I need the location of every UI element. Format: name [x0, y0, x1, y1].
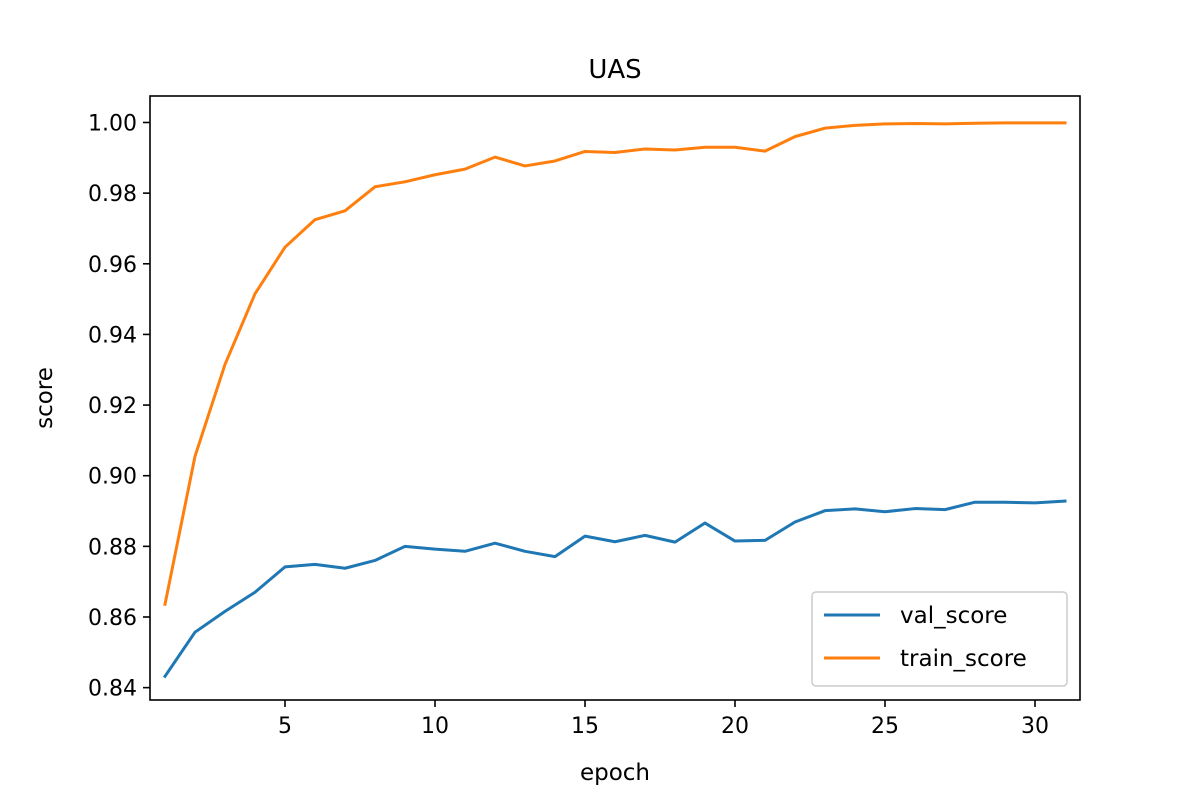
y-axis: 0.84 0.86 0.88 0.90 0.92 0.94 0.96 0.98 1.00 [88, 111, 150, 702]
y-tick-label: 1.00 [88, 111, 137, 136]
plot-area [162, 121, 1067, 679]
legend: val_score train_score [811, 591, 1068, 687]
x-tick-label: 10 [421, 714, 449, 739]
y-axis-label: score [32, 367, 58, 429]
y-tick-label: 0.98 [88, 182, 137, 207]
y-tick-label: 0.84 [88, 677, 137, 702]
x-axis: 5 10 15 20 25 30 [278, 700, 1049, 739]
axes-frame [149, 95, 1081, 701]
legend-label-train-score: train_score [900, 646, 1027, 672]
y-tick-label: 0.94 [88, 323, 137, 348]
x-tick-label: 30 [1021, 714, 1049, 739]
y-tick-label: 0.92 [88, 394, 137, 419]
chart-title: UAS [588, 55, 641, 85]
x-tick-label: 15 [571, 714, 599, 739]
y-tick-label: 0.88 [88, 535, 137, 560]
x-tick-label: 20 [721, 714, 749, 739]
legend-label-val-score: val_score [900, 603, 1007, 629]
x-tick-label: 25 [871, 714, 899, 739]
series-line-val-score [162, 499, 1067, 679]
y-tick-label: 0.96 [88, 253, 137, 278]
y-tick-label: 0.90 [88, 465, 137, 490]
series-line-train-score [163, 121, 1067, 607]
x-tick-label: 5 [278, 714, 292, 739]
y-tick-label: 0.86 [88, 606, 137, 631]
x-axis-label: epoch [580, 760, 650, 786]
